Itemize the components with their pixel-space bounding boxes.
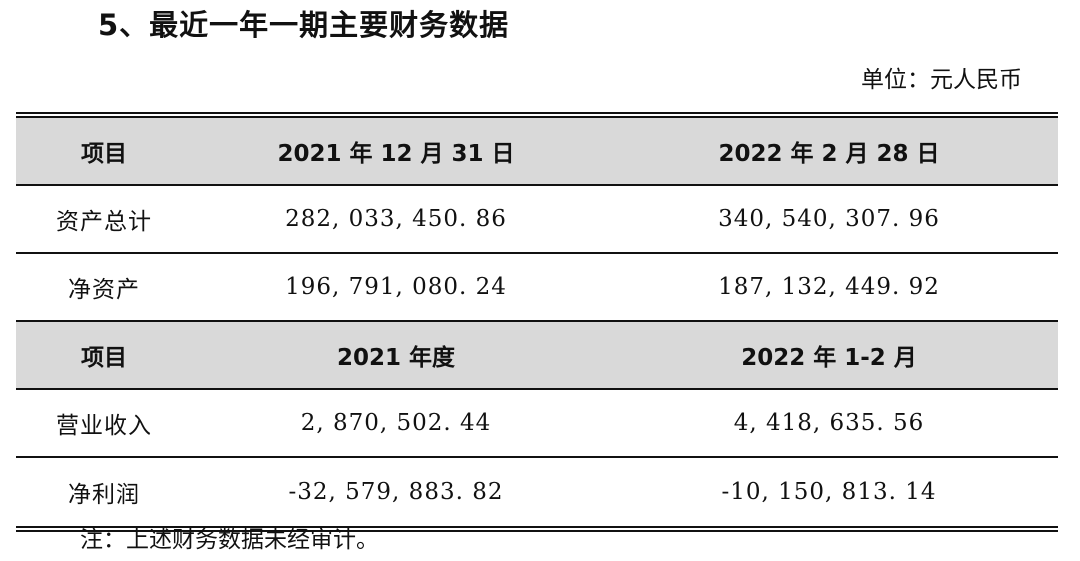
- table-cell: 282, 033, 450. 86: [285, 206, 507, 232]
- table-cell: 196, 791, 080. 24: [285, 274, 507, 300]
- table-header-row: 项目 2021 年 12 月 31 日 2022 年 2 月 28 日: [16, 118, 1058, 186]
- unit-label: 单位：元人民币: [861, 67, 1022, 93]
- table-cell: 340, 540, 307. 96: [718, 206, 940, 232]
- header-cell-item: 项目: [81, 141, 127, 167]
- table-bottom-rule: [16, 526, 1058, 532]
- header-cell-2021-year: 2021 年度: [336, 345, 456, 371]
- section-title: 5、最近一年一期主要财务数据: [98, 8, 510, 42]
- row-label: 资产总计: [56, 209, 152, 235]
- financial-data-table: 项目 2021 年 12 月 31 日 2022 年 2 月 28 日 资产总计…: [16, 112, 1058, 532]
- table-cell: -10, 150, 813. 14: [721, 479, 937, 505]
- table-cell: 2, 870, 502. 44: [300, 410, 492, 436]
- table-row: 营业收入 2, 870, 502. 44 4, 418, 635. 56: [16, 390, 1058, 458]
- table-header-row: 项目 2021 年度 2022 年 1-2 月: [16, 322, 1058, 390]
- row-label: 营业收入: [56, 413, 152, 439]
- table-cell: 187, 132, 449. 92: [718, 274, 940, 300]
- table-row: 资产总计 282, 033, 450. 86 340, 540, 307. 96: [16, 186, 1058, 254]
- header-cell-2022-jan-feb: 2022 年 1-2 月: [741, 345, 917, 371]
- header-cell-item: 项目: [81, 345, 127, 371]
- row-label: 净利润: [68, 482, 140, 508]
- footnote: 注：上述财务数据未经审计。: [80, 527, 379, 553]
- table-top-rule: [16, 112, 1058, 118]
- header-cell-2021-12-31: 2021 年 12 月 31 日: [277, 141, 515, 167]
- table-cell: -32, 579, 883. 82: [288, 479, 504, 505]
- table-row: 净资产 196, 791, 080. 24 187, 132, 449. 92: [16, 254, 1058, 322]
- header-cell-2022-02-28: 2022 年 2 月 28 日: [718, 141, 940, 167]
- row-label: 净资产: [68, 277, 140, 303]
- table-cell: 4, 418, 635. 56: [733, 410, 925, 436]
- table-row: 净利润 -32, 579, 883. 82 -10, 150, 813. 14: [16, 458, 1058, 526]
